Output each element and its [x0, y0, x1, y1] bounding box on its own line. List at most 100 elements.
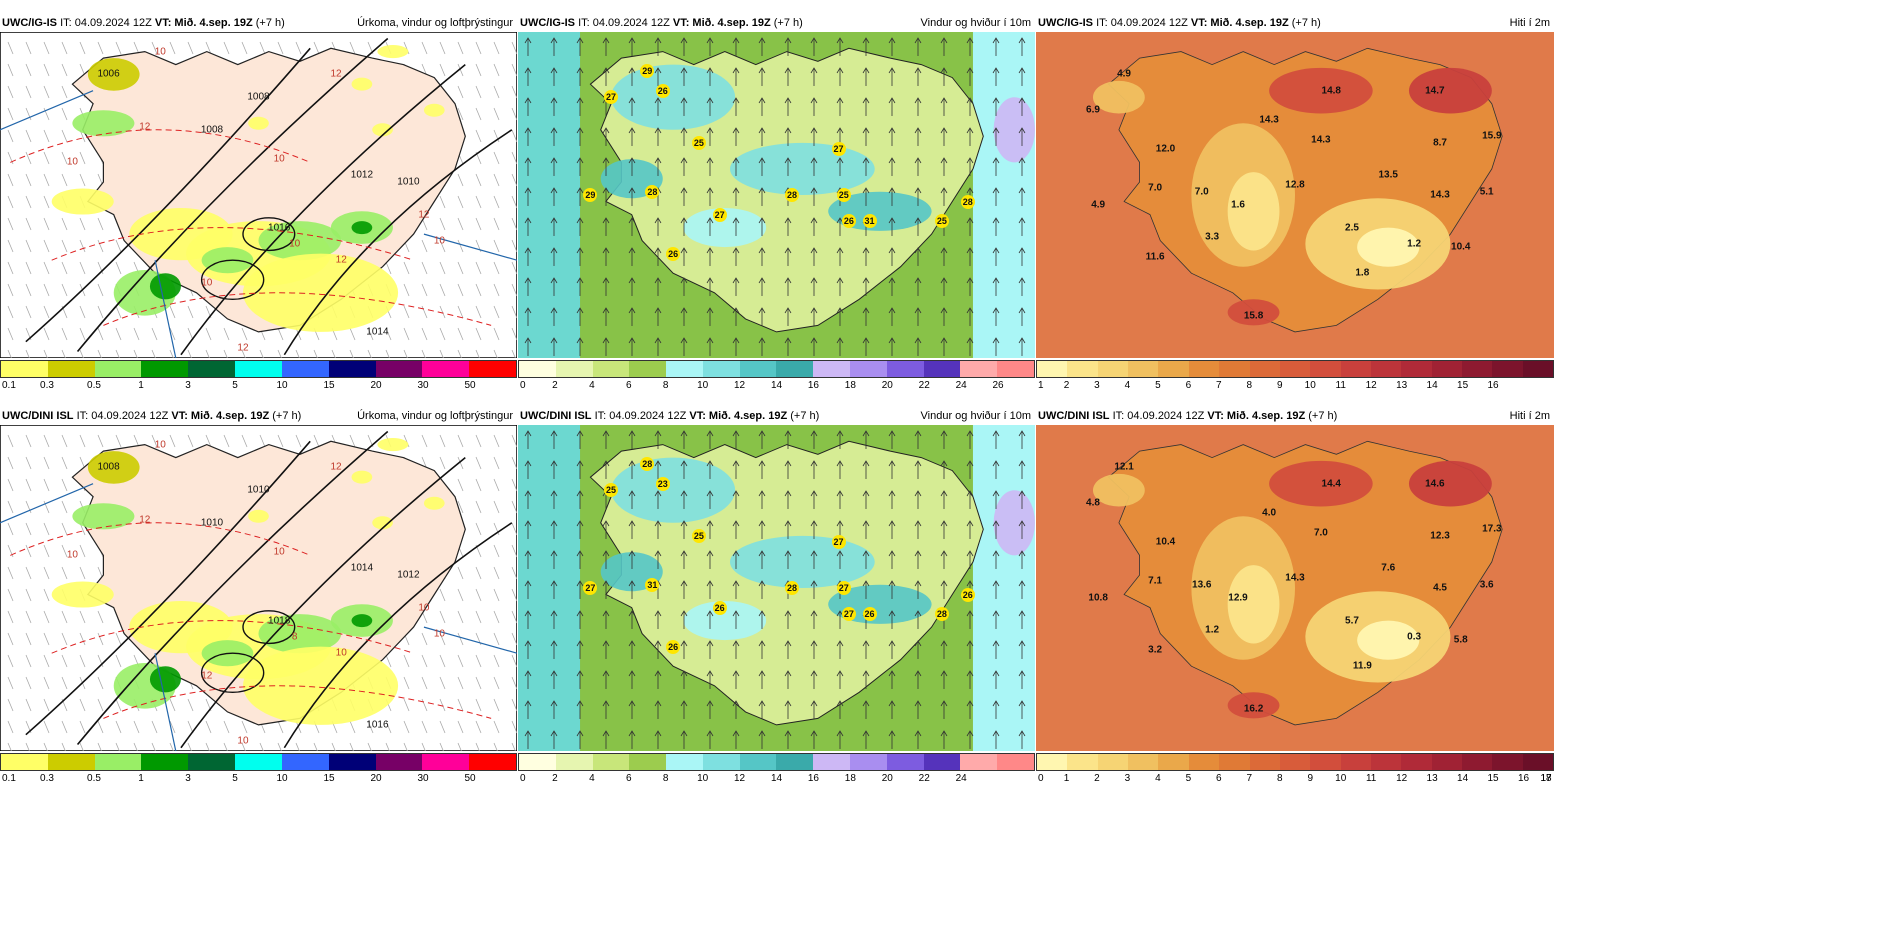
- colorbar-tick: 0.3: [40, 380, 54, 391]
- gust-label: 31: [645, 577, 660, 592]
- parameter-title: Úrkoma, vindur og loftþrýstingur: [357, 17, 513, 29]
- colorbar-tick: 10: [1304, 380, 1316, 391]
- temp-map[interactable]: 12.1 4.8 10.4 13.6 4.0 14.4 7.0 14.6 17.3 12.3 7.6…: [1036, 425, 1554, 751]
- isotherm-label: 10: [201, 277, 213, 289]
- temperature-label: 11.6: [1145, 251, 1165, 263]
- colorbar-tick: 20: [370, 380, 382, 391]
- isobar-label: 1010: [247, 484, 270, 496]
- colorbar-tick: 24: [955, 773, 967, 784]
- precip-colorbar: [0, 360, 517, 378]
- colorbar-tick: 3: [1124, 773, 1131, 784]
- colorbar-tick: 4: [589, 380, 595, 391]
- isotherm-label: 10: [66, 156, 78, 168]
- colorbar-segment: [1522, 754, 1554, 770]
- gust-label: 26: [862, 607, 877, 622]
- valid-label: VT:: [1190, 17, 1208, 29]
- colorbar-tick: 0.3: [40, 773, 54, 784]
- temp-colorbar-ticks: 1 2 3 4 5 6 7 8 9 10 11 12 13 14 15 16: [1036, 380, 1554, 394]
- colorbar-segment: [1067, 361, 1098, 377]
- colorbar-segment: [886, 361, 924, 377]
- gust-label: 29: [583, 188, 598, 202]
- colorbar-segment: [1158, 361, 1189, 377]
- colorbar-tick: 5: [1185, 773, 1192, 784]
- colorbar-segment: [422, 361, 470, 377]
- colorbar-tick: 10: [697, 380, 709, 391]
- gust-label: 28: [960, 194, 975, 209]
- temperature-label: 12.1: [1114, 461, 1134, 473]
- colorbar-tick: 15: [323, 773, 335, 784]
- colorbar-segment: [923, 754, 961, 770]
- colorbar-segment: [422, 754, 470, 770]
- valid-time: Mið. 4.sep. 19Z: [708, 410, 788, 422]
- colorbar-segment: [997, 754, 1034, 770]
- colorbar-segment: [776, 361, 814, 377]
- temperature-label: 14.4: [1321, 478, 1341, 490]
- colorbar-tick: 17: [1540, 773, 1552, 784]
- gust-label: 27: [836, 581, 851, 595]
- temperature-label: 7.6: [1381, 562, 1396, 574]
- temperature-label: 7.0: [1148, 182, 1163, 194]
- isobar-label: 1008: [247, 91, 270, 103]
- colorbar-tick: 24: [955, 380, 967, 391]
- colorbar-segment: [1310, 754, 1341, 770]
- colorbar-tick: 13: [1426, 773, 1438, 784]
- colorbar-segment: [1188, 754, 1220, 770]
- temperature-label: 17.3: [1482, 523, 1502, 535]
- colorbar-segment: [1037, 361, 1068, 377]
- gust-label: 26: [666, 246, 681, 261]
- colorbar-segment: [1431, 361, 1463, 377]
- isobar-label: 1010: [397, 176, 420, 188]
- panel-title: UWC/IG-IS IT: 04.09.2024 12Z VT: Mið. 4.…: [1036, 14, 1554, 32]
- gust-label: 31: [862, 214, 877, 229]
- temperature-label: 11.9: [1352, 660, 1372, 672]
- temperature-label: 3.3: [1205, 231, 1220, 243]
- colorbar-tick: 50: [464, 773, 476, 784]
- colorbar-tick: 14: [770, 380, 783, 391]
- model-name: UWC/IG-IS: [520, 17, 575, 29]
- model-name: UWC/DINI ISL: [1038, 410, 1110, 422]
- colorbar-segment: [1219, 361, 1250, 377]
- colorbar-tick: 8: [1246, 380, 1253, 391]
- colorbar-segment: [141, 754, 189, 770]
- isobar-label: 1016: [366, 719, 389, 731]
- temperature-label: 0.3: [1407, 631, 1422, 643]
- isotherm-label: 12: [330, 68, 342, 80]
- colorbar-tick: 7: [1216, 380, 1222, 391]
- init-time: IT: 04.09.2024 12Z: [60, 17, 152, 29]
- wind-map[interactable]: 29 27 26 25 27 29 28 28 25 27 26 31 25 28 26: [518, 32, 1035, 358]
- temperature-label: 14.3: [1430, 189, 1450, 201]
- model-name: UWC/DINI ISL: [520, 410, 592, 422]
- gust-label: 27: [831, 535, 846, 550]
- precip-map[interactable]: 1006 1008 1010 1012 1014 1016 1008 10 10 12 10 12 10…: [0, 32, 517, 358]
- precip-map[interactable]: 1008 1010 1012 1014 1016 1018 1010 10 10 12 10 10 8 1…: [0, 425, 517, 751]
- panel-title: UWC/IG-IS IT: 04.09.2024 12Z VT: Mið. 4.…: [0, 14, 517, 32]
- parameter-title: Hiti í 2m: [1509, 410, 1550, 422]
- colorbar-tick: 10: [1335, 773, 1347, 784]
- colorbar-segment: [1492, 361, 1523, 377]
- colorbar-tick: 12: [1365, 380, 1377, 391]
- lead-time: (+7 h): [1291, 17, 1321, 29]
- temp-map[interactable]: 4.9 6.9 12.0 7.0 14.3 14.8 14.3 14.7 15.9 8.7 13.5…: [1036, 32, 1554, 358]
- colorbar-tick: 3: [185, 773, 191, 784]
- colorbar-tick: 18: [844, 380, 856, 391]
- temperature-label: 7.0: [1313, 527, 1328, 539]
- panel-title: UWC/DINI ISL IT: 04.09.2024 12Z VT: Mið.…: [1036, 407, 1554, 425]
- colorbar-segment: [1128, 754, 1159, 770]
- colorbar-segment: [375, 754, 423, 770]
- colorbar-tick: 15: [323, 380, 335, 391]
- wind-map[interactable]: 28 25 23 25 27 27 31 28 27 26 27 26 28 26 26: [518, 425, 1035, 751]
- colorbar-segment: [519, 754, 556, 770]
- colorbar-tick: 5: [232, 380, 238, 391]
- isobar-label: 1016: [268, 222, 291, 234]
- gust-label: 26: [666, 639, 681, 654]
- valid-time: Mið. 4.sep. 19Z: [190, 410, 270, 422]
- gust-label: 25: [691, 135, 706, 150]
- valid-label: VT:: [672, 17, 690, 29]
- colorbar-segment: [1401, 361, 1432, 377]
- temperature-label: 4.9: [1091, 199, 1106, 211]
- init-time: IT: 04.09.2024 12Z: [578, 17, 670, 29]
- wind-colorbar: [518, 753, 1035, 771]
- colorbar-tick: 9: [1276, 380, 1283, 391]
- colorbar-tick: 0.1: [2, 773, 16, 784]
- colorbar-segment: [813, 361, 851, 377]
